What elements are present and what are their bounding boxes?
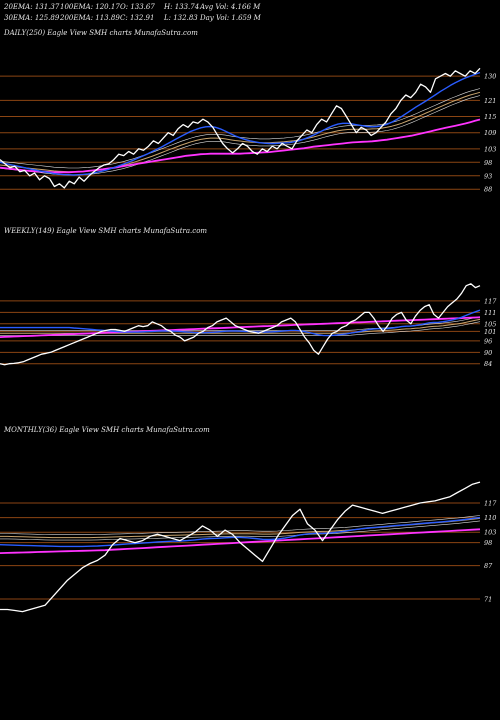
daily-series bbox=[0, 67, 481, 189]
header: 20EMA: 131.37 100EMA: 120.17 O: 133.67 H… bbox=[3, 3, 262, 22]
weekly-ema-short-line bbox=[0, 309, 481, 337]
daily-price-line bbox=[0, 67, 481, 189]
weekly-tick-label-5: 90 bbox=[484, 349, 492, 357]
daily-tick-label-5: 98 bbox=[484, 159, 492, 167]
header-100ema: 100EMA: 120.17 bbox=[60, 3, 120, 11]
weekly-tick-label-2: 105 bbox=[484, 320, 496, 328]
monthly-series bbox=[0, 481, 481, 613]
header-30ema: 30EMA: 125.89 bbox=[4, 14, 60, 22]
daily-ema-short-line bbox=[0, 71, 481, 176]
weekly-panel-title: WEEKLY(149) Eagle View SMH charts Munafa… bbox=[4, 227, 207, 235]
daily-tick-label-4: 103 bbox=[484, 145, 496, 153]
header-high: H: 133.74 bbox=[163, 3, 199, 11]
header-20ema: 20EMA: 131.37 bbox=[3, 3, 60, 11]
weekly-tick-label-0: 117 bbox=[484, 297, 497, 305]
monthly-tick-label-0: 117 bbox=[484, 499, 497, 507]
monthly-tick-label-3: 98 bbox=[484, 539, 492, 547]
monthly-ema-short-line bbox=[0, 516, 481, 548]
monthly-tick-label-5: 71 bbox=[484, 596, 492, 604]
monthly-tick-label-4: 87 bbox=[484, 562, 493, 570]
monthly-panel: MONTHLY(36) Eagle View SMH charts Munafa… bbox=[0, 426, 497, 613]
daily-price-levels: 130 121 115 109 103 98 93 88 bbox=[0, 73, 496, 194]
header-low: L: 132.83 bbox=[163, 14, 198, 22]
weekly-panel: WEEKLY(149) Eagle View SMH charts Munafa… bbox=[0, 227, 497, 368]
monthly-price-line bbox=[0, 481, 481, 613]
daily-tick-label-6: 93 bbox=[484, 172, 492, 180]
weekly-tick-label-3: 101 bbox=[484, 328, 496, 336]
weekly-tick-label-1: 111 bbox=[484, 309, 496, 317]
header-avg-vol: Avg Vol: 4.166 M bbox=[199, 3, 261, 11]
daily-ema-long-line bbox=[0, 118, 481, 174]
daily-tick-label-3: 109 bbox=[484, 129, 496, 137]
daily-tick-label-7: 88 bbox=[484, 186, 492, 194]
daily-panel: DAILY(250) Eagle View SMH charts MunafaS… bbox=[0, 29, 496, 194]
daily-tick-label-0: 130 bbox=[484, 73, 496, 81]
monthly-ema-band-0 bbox=[0, 520, 481, 541]
daily-panel-title: DAILY(250) Eagle View SMH charts MunafaS… bbox=[3, 29, 198, 37]
monthly-tick-label-2: 103 bbox=[484, 529, 496, 537]
weekly-tick-label-6: 84 bbox=[484, 360, 492, 368]
weekly-series bbox=[0, 283, 481, 366]
weekly-ema-band-0 bbox=[0, 321, 481, 336]
weekly-tick-label-4: 96 bbox=[484, 337, 492, 345]
monthly-ema-band-1 bbox=[0, 515, 481, 536]
header-close: C: 132.91 bbox=[120, 14, 154, 22]
daily-tick-label-1: 121 bbox=[484, 97, 496, 105]
monthly-tick-label-1: 110 bbox=[484, 514, 496, 522]
daily-tick-label-2: 115 bbox=[484, 113, 496, 121]
monthly-panel-title: MONTHLY(36) Eagle View SMH charts Munafa… bbox=[3, 426, 210, 434]
weekly-price-line bbox=[0, 283, 481, 366]
header-day-vol: Day Vol: 1.659 M bbox=[199, 14, 262, 22]
header-200ema: 200EMA: 113.89 bbox=[59, 14, 120, 22]
header-open: O: 133.67 bbox=[120, 3, 155, 11]
